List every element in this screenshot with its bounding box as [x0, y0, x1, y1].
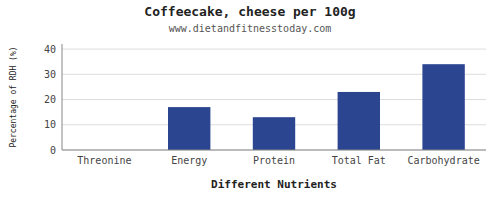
- x-tick-label: Protein: [253, 155, 295, 166]
- y-axis-line: [62, 44, 63, 150]
- grid: [62, 49, 486, 150]
- y-axis-label: Percentage of RDH (%): [9, 46, 18, 147]
- y-tick-label: 0: [50, 145, 56, 156]
- y-tick-label: 40: [44, 44, 56, 55]
- chart: Coffeecake, cheese per 100g www.dietandfi…: [0, 0, 500, 200]
- x-tick-label: Threonine: [77, 155, 131, 166]
- subtitle: www.dietandfitnesstoday.com: [169, 23, 332, 34]
- x-axis-line: [62, 150, 486, 151]
- grid-line: [62, 150, 486, 151]
- title: Coffeecake, cheese per 100g: [144, 4, 355, 19]
- bar: [338, 92, 380, 150]
- y-tick-label: 10: [44, 119, 56, 130]
- x-axis-label: Different Nutrients: [211, 178, 337, 191]
- chart-container: Coffeecake, cheese per 100g www.dietandfi…: [0, 0, 500, 200]
- bar: [168, 107, 210, 150]
- bars: [168, 64, 465, 150]
- bar: [253, 117, 295, 150]
- grid-line: [62, 49, 486, 50]
- y-tick-label: 30: [44, 69, 56, 80]
- bar: [422, 64, 464, 150]
- x-tick-label: Energy: [171, 155, 207, 166]
- x-tick-label: Carbohydrate: [407, 155, 479, 166]
- y-tick-label: 20: [44, 94, 56, 105]
- x-tick-label: Total Fat: [332, 155, 386, 166]
